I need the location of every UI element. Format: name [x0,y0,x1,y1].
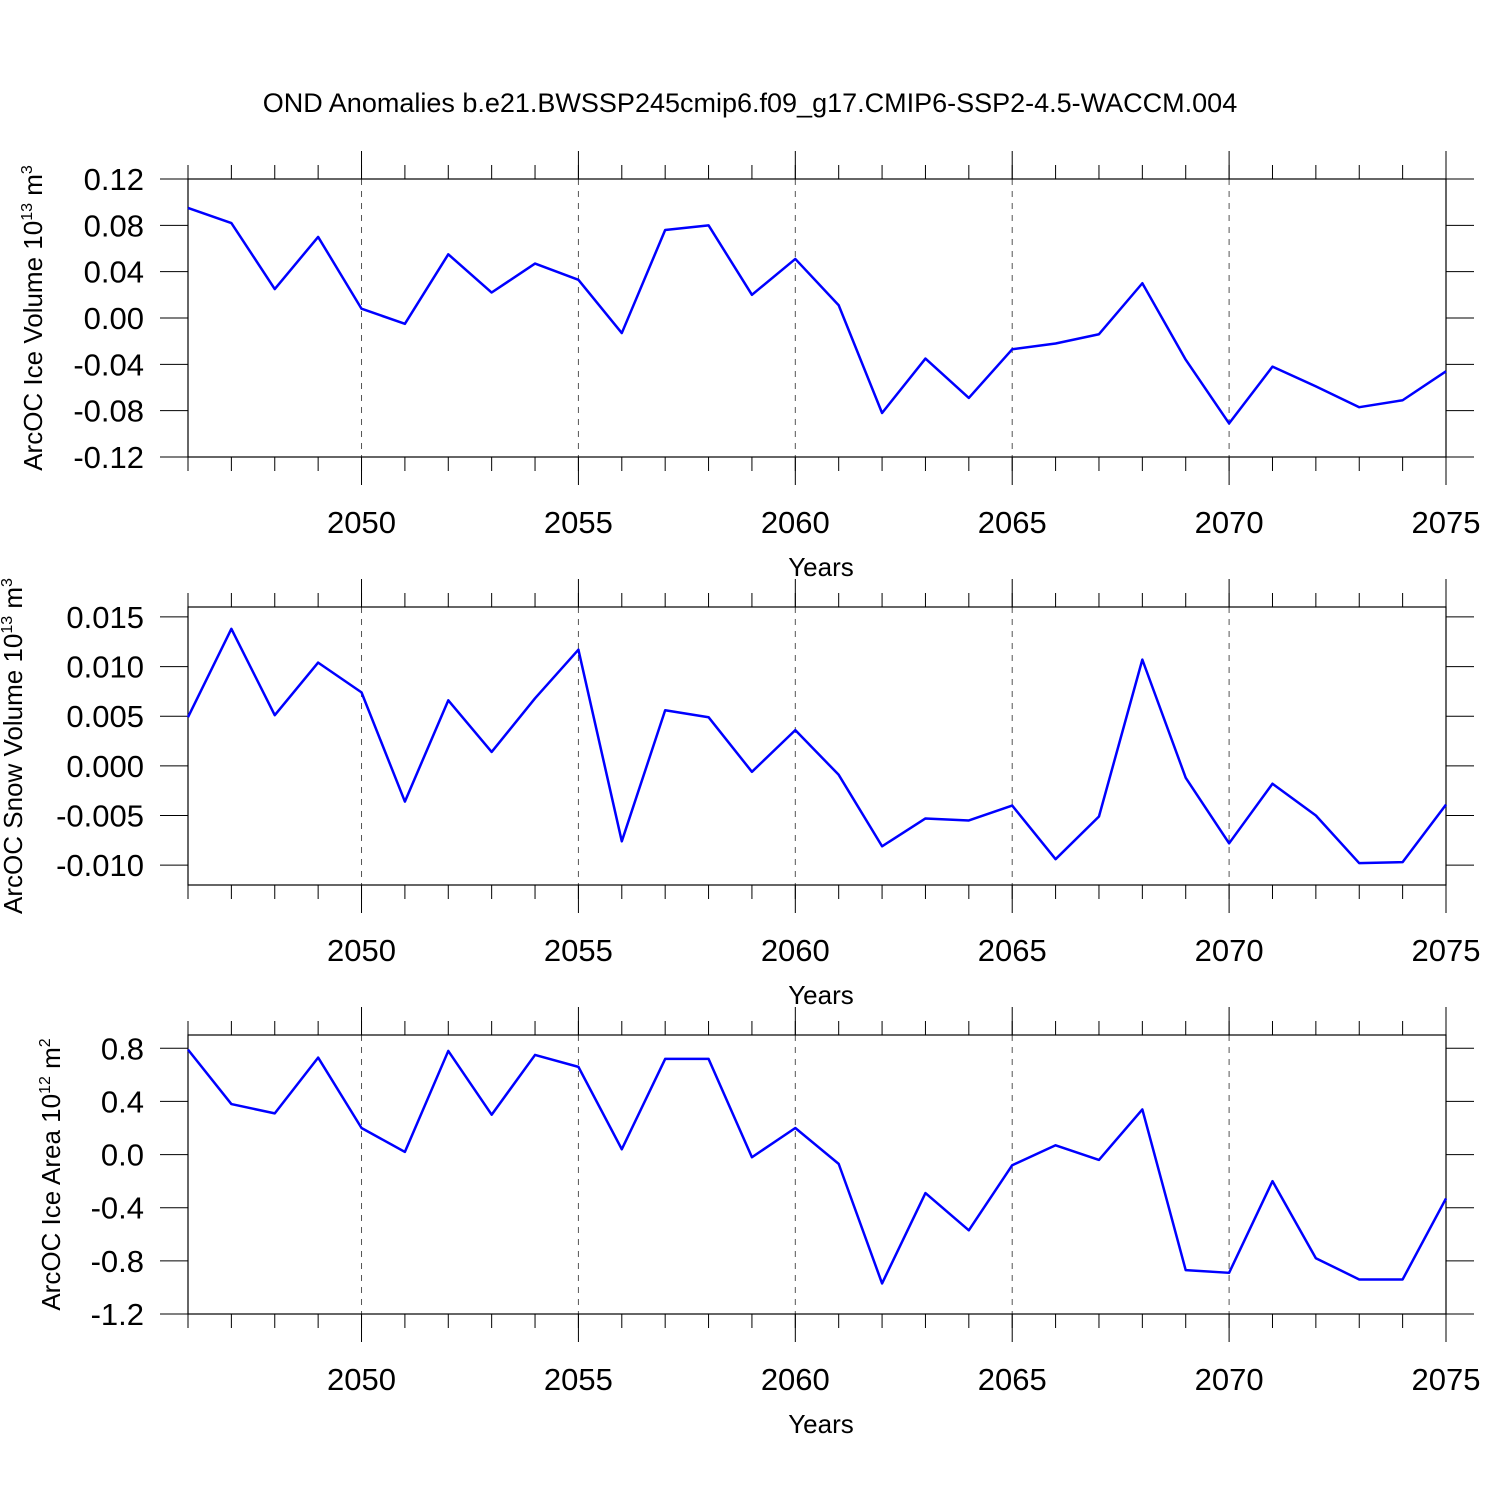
x-tick-label: 2060 [761,1362,830,1397]
y-tick-label: 0.8 [101,1031,144,1066]
y-axis-label-part: 12 [37,1076,54,1094]
plot-frame [187,178,1447,458]
x-tick-label: 2050 [327,1362,396,1397]
y-tick-label: 0.0 [101,1138,144,1173]
y-axis-label-part: 13 [0,616,16,634]
y-axis-label-part: ArcOC Snow Volume 10 [0,634,28,914]
y-axis-label: ArcOC Snow Volume 1013 m3 [0,578,28,914]
x-axis-label: Years [788,980,854,1010]
x-tick-label: 2065 [978,1362,1047,1397]
y-tick-label: 0.000 [66,749,144,784]
plot-frame [187,1034,1447,1315]
data-line [187,206,1447,425]
y-tick-label: -1.2 [91,1297,144,1332]
x-tick-label: 2055 [544,1362,613,1397]
y-axis-label-part: m [36,1047,66,1076]
y-tick-label: 0.12 [84,162,144,197]
y-tick-label: -0.4 [91,1191,144,1226]
y-axis-label-part: ArcOC Ice Area 10 [36,1094,66,1311]
y-tick-label: 0.08 [84,208,144,243]
panel: 2050 2055 2060 2065 2070 2075 -1.2 -0.8 -0.4 0.0 0… [36,1007,1480,1439]
y-tick-label: 0.4 [101,1084,144,1119]
y-axis-label-part: 13 [19,203,36,221]
y-axis-label: ArcOC Ice Area 1012 m2 [36,1038,66,1310]
x-tick-label: 2065 [978,933,1047,968]
x-tick-label: 2070 [1195,1362,1264,1397]
y-axis-label-part: 3 [0,578,16,587]
y-tick-label: -0.8 [91,1244,144,1279]
x-tick-label: 2065 [978,505,1047,540]
y-tick-label: -0.010 [56,848,144,883]
y-tick-label: 0.005 [66,699,144,734]
figure-title: OND Anomalies b.e21.BWSSP245cmip6.f09_g1… [263,88,1237,118]
x-tick-label: 2075 [1412,505,1481,540]
plot-frame [187,606,1447,886]
x-tick-label: 2050 [327,505,396,540]
y-tick-label: 0.015 [66,600,144,635]
y-tick-label: -0.12 [73,440,144,475]
y-tick-label: -0.04 [73,347,144,382]
data-line [187,1048,1448,1285]
y-tick-label: 0.04 [84,255,144,290]
x-tick-label: 2075 [1412,933,1481,968]
x-tick-label: 2070 [1195,933,1264,968]
y-tick-label: 0.00 [84,301,144,336]
x-tick-label: 2060 [761,933,830,968]
y-tick-label: 0.010 [66,650,144,685]
data-line [186,627,1447,865]
y-axis-label-part: m [0,587,28,616]
y-tick-label: -0.08 [73,394,144,429]
y-axis-label: ArcOC Ice Volume 1013 m3 [18,165,48,471]
x-tick-label: 2075 [1412,1362,1481,1397]
x-tick-label: 2070 [1195,505,1264,540]
x-axis-label: Years [788,552,854,582]
x-tick-label: 2060 [761,505,830,540]
y-axis-label-part: 2 [37,1038,54,1047]
x-tick-label: 2050 [327,933,396,968]
x-tick-label: 2055 [544,505,613,540]
x-tick-label: 2055 [544,933,613,968]
x-axis-label: Years [788,1409,854,1439]
panel: 2050 2055 2060 2065 2070 2075 -0.010 -0.005 0.00… [0,578,1480,1010]
panel: 2050 2055 2060 2065 2070 2075 -0.12 -0.08 -0.04 0… [18,151,1480,582]
y-axis-label-part: 3 [19,165,36,174]
y-tick-label: -0.005 [56,799,144,834]
y-axis-label-part: ArcOC Ice Volume 10 [18,221,48,471]
y-axis-label-part: m [18,174,48,203]
